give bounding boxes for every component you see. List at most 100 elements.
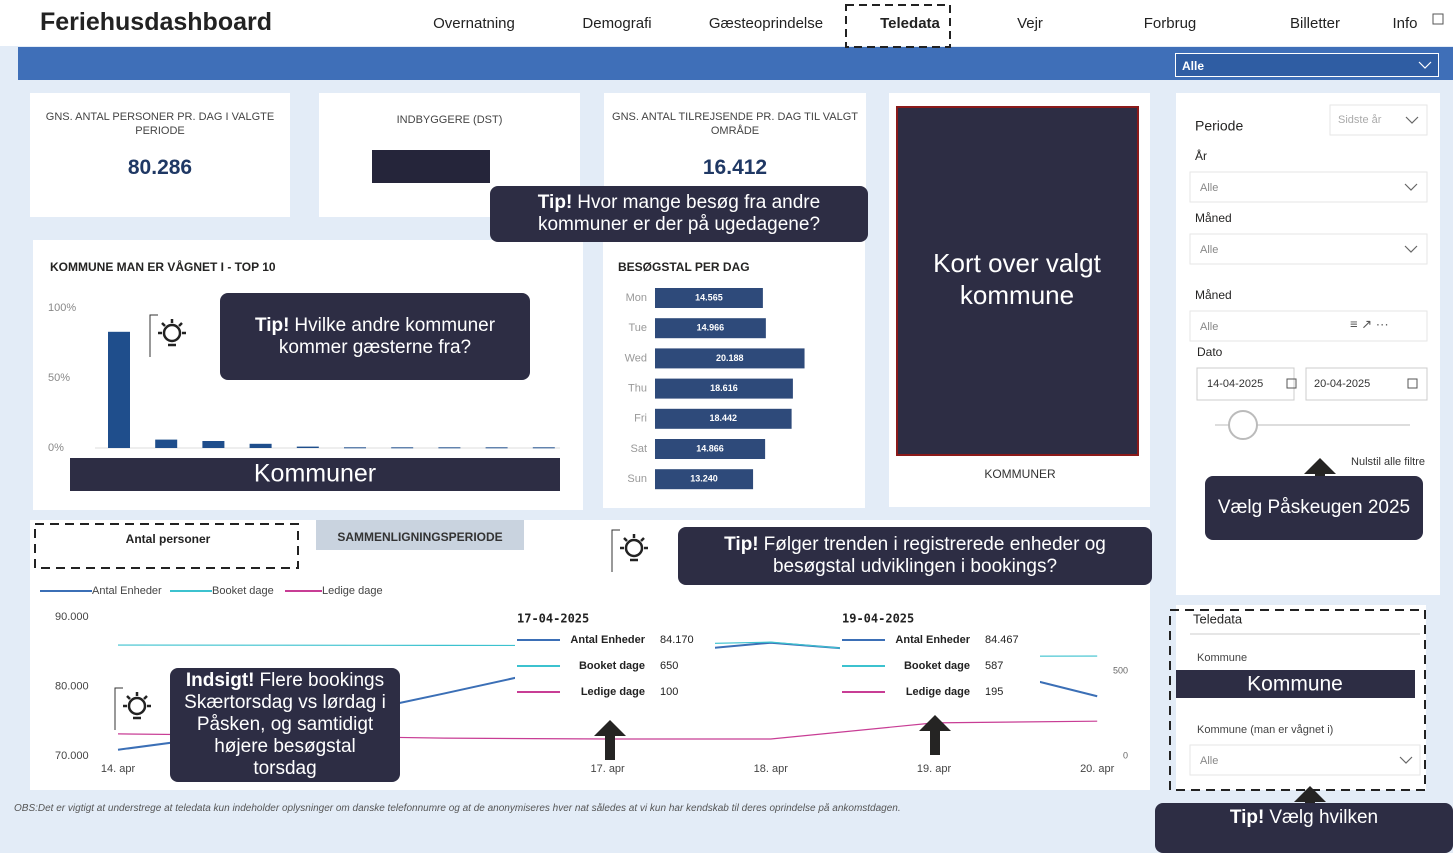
bulb-icon: [162, 323, 182, 343]
dropdown-value: Alle: [1200, 755, 1218, 767]
reset-link[interactable]: Nulstil alle filtre: [1351, 456, 1425, 468]
callout-emphasis: Tip!: [724, 534, 759, 555]
data-label: 20.188: [716, 353, 744, 363]
chart-card: [603, 240, 865, 508]
callout: Tip! Hvilke andre kommuner kommer gæstern…: [220, 293, 530, 380]
redaction-label: Kommune: [1247, 673, 1343, 696]
callout-emphasis: Tip!: [537, 192, 573, 213]
bar: [249, 443, 272, 448]
bulb-icon: [161, 322, 166, 327]
top-bar: [0, 0, 1453, 46]
dropdown: [1189, 744, 1421, 776]
bulb-icon: [143, 695, 148, 700]
redaction: [372, 150, 490, 183]
chart-layer: Overnatning Demografi Gæsteoprindelse Teled…: [34, 4, 1444, 805]
tooltip-name: Booket dage: [579, 660, 645, 672]
bar: [438, 447, 461, 449]
bar: [655, 288, 763, 308]
tab-label[interactable]: Antal personer: [126, 532, 211, 546]
filter-label: År: [1195, 148, 1207, 163]
tooltip-value: 650: [660, 660, 678, 672]
global-filter-value: Alle: [1182, 59, 1205, 73]
filter-label: Dato: [1197, 345, 1223, 359]
y-tick-label: Sun: [627, 473, 647, 485]
filter-icons: ≡ ↗ ···: [1350, 316, 1389, 331]
data-label: 14.966: [697, 323, 725, 333]
data-label: 18.442: [710, 413, 738, 423]
callout-body: Følger trenden i registrerede enheder og…: [763, 534, 1106, 577]
chevron: [1418, 61, 1432, 69]
data-label: 13.240: [690, 474, 718, 484]
dropdown-value: Alle: [1200, 321, 1218, 333]
bulb-icon: [178, 322, 183, 327]
kpi-label: GNS. ANTAL PERSONER PR. DAG I VALGTE PER…: [45, 111, 275, 137]
app-title: Feriehusdashboard: [40, 8, 272, 36]
kpi-label: INDBYGGERE (DST): [396, 114, 503, 126]
dropdown-value: Alle: [1200, 244, 1218, 256]
bar: [344, 447, 366, 449]
tooltip-bg: [515, 608, 715, 703]
icon-frame: [114, 687, 123, 730]
callout-text: Tip! Vælg hvilken: [1230, 807, 1378, 829]
nav-item: Forbrug: [1144, 15, 1197, 32]
callout: Tip! Hvor mange besøg fra andre kommuner …: [490, 186, 868, 242]
data-label: 18.616: [710, 383, 738, 393]
external-icon: [1432, 13, 1444, 25]
dropdown: [1189, 233, 1428, 265]
date-from: 14-04-2025: [1207, 378, 1263, 390]
callout: Tip! Vælg hvilken: [1155, 803, 1453, 853]
callout-emphasis: Indsigt!: [185, 670, 255, 691]
chevron: [1404, 245, 1418, 253]
y-tick-label: Wed: [625, 352, 647, 364]
slider-handle[interactable]: [1228, 410, 1258, 440]
filter-label: Periode: [1195, 118, 1243, 134]
callout-body: Vælg hvilken: [1269, 807, 1379, 828]
chevron: [1405, 116, 1419, 124]
tab[interactable]: [316, 520, 524, 550]
nav-item: Info: [1392, 15, 1417, 32]
dropdown-value: Sidste år: [1338, 114, 1382, 126]
tooltip-name: Ledige dage: [581, 686, 645, 698]
bar: [155, 439, 178, 448]
tooltip-name: Antal Enheder: [895, 634, 970, 646]
callout-text: Tip! Hvor mange besøg fra andre kommuner …: [500, 192, 858, 236]
tooltip-date: 17-04-2025: [517, 612, 589, 626]
chevron: [1404, 183, 1418, 191]
callout: Indsigt! Flere bookings Skærtorsdag vs lø…: [170, 668, 400, 782]
date-to: 20-04-2025: [1314, 378, 1370, 390]
bar: [655, 469, 754, 490]
bar: [391, 447, 414, 449]
redaction-label: Kommuner: [254, 460, 376, 488]
x-tick-label: 14. apr: [101, 763, 136, 775]
highlight-box: [34, 523, 299, 569]
arrow: [919, 715, 951, 731]
global-filter[interactable]: Alle: [1175, 53, 1439, 77]
icon-frame: [611, 529, 620, 572]
x-tick-label: 20. apr: [1080, 763, 1115, 775]
bar: [655, 318, 766, 339]
icon-frame: [149, 314, 158, 357]
tooltip-bg: [840, 608, 1040, 703]
dropdown: [1189, 171, 1428, 203]
arrow: [605, 734, 615, 760]
filter-label: Kommune (man er vågnet i): [1197, 724, 1333, 736]
bar: [202, 441, 225, 448]
legend-label: Antal Enheder: [92, 585, 162, 597]
tooltip-name: Booket dage: [904, 660, 970, 672]
kpi-value: 16.412: [702, 156, 768, 179]
x-tick-label: 18. apr: [754, 763, 789, 775]
y-tick-label: 100%: [48, 302, 76, 314]
dropdown: [1329, 104, 1428, 136]
nav-item: Teledata: [880, 15, 940, 32]
y-tick-label: Sat: [630, 443, 647, 455]
legend-label: Booket dage: [212, 585, 274, 597]
kpi-card: [30, 93, 290, 217]
y2-tick-label: 500: [1113, 665, 1128, 675]
callout-emphasis: Tip!: [1229, 807, 1265, 828]
filter-label: Måned: [1195, 288, 1232, 302]
x-tick-label: 19. apr: [917, 763, 952, 775]
bar: [655, 348, 805, 369]
callout-emphasis: Tip!: [254, 314, 290, 336]
data-label: 14.866: [696, 443, 724, 453]
bulb-icon: [126, 695, 131, 700]
